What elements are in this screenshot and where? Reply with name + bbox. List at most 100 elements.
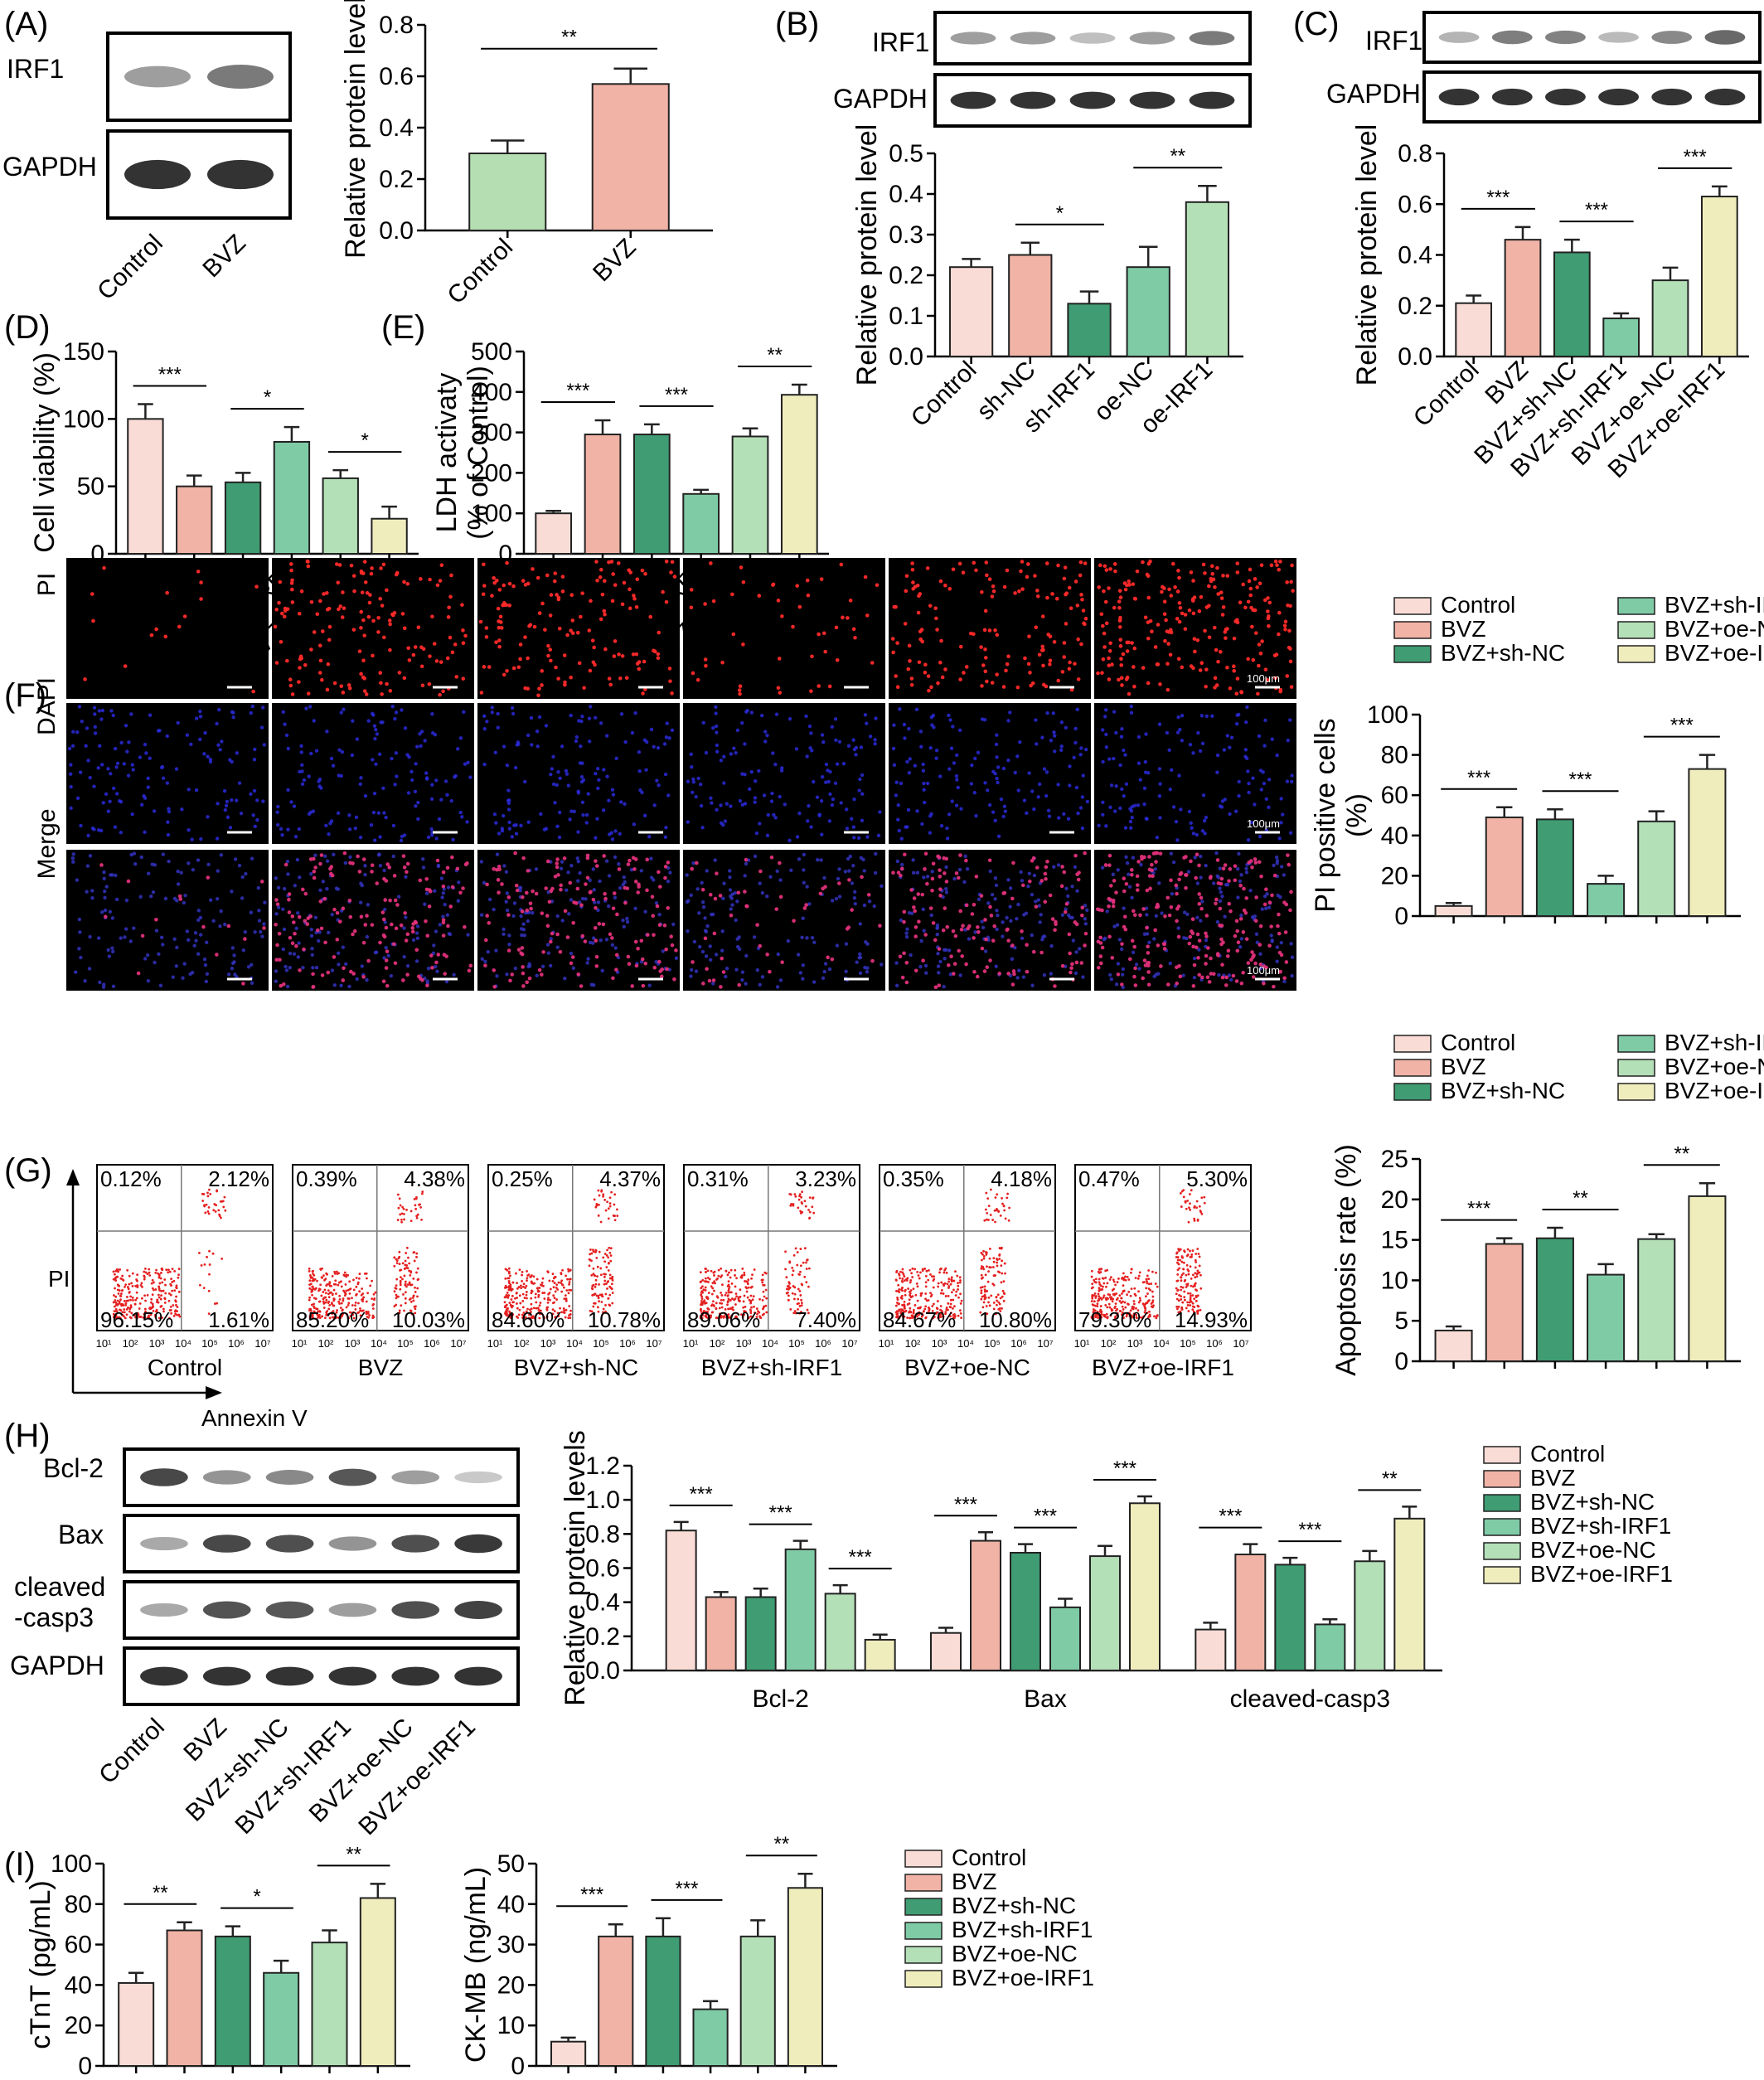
event-dot <box>336 1309 339 1312</box>
nucleus-dot <box>161 943 165 947</box>
nucleus-dot <box>1060 913 1065 917</box>
nucleus-dot <box>1019 870 1023 875</box>
nucleus-dot <box>218 924 222 928</box>
pi-dot <box>1079 642 1083 647</box>
nucleus-dot <box>511 914 516 919</box>
event-dot <box>553 1310 556 1313</box>
nucleus-dot <box>760 975 765 979</box>
pi-dot <box>154 917 158 922</box>
pi-dot <box>1266 609 1270 613</box>
pi-dot <box>380 604 385 608</box>
nucleus-dot <box>194 716 199 720</box>
blot-b-irf1 <box>933 11 1252 65</box>
blot-frame <box>1422 70 1762 124</box>
pi-dot <box>366 958 371 963</box>
event-dot <box>536 1290 540 1293</box>
pi-dot <box>980 589 984 594</box>
event-dot <box>410 1312 414 1316</box>
nucleus-dot <box>519 823 523 827</box>
nucleus-dot <box>1200 829 1205 833</box>
nucleus-dot <box>1258 952 1262 956</box>
micro-tile-dapi <box>683 703 885 844</box>
nucleus-dot <box>1200 741 1205 746</box>
pi-dot <box>1083 622 1087 627</box>
pi-dot <box>1219 924 1224 928</box>
nucleus-dot <box>729 896 734 900</box>
pi-dot <box>744 857 749 862</box>
pi-dot <box>1147 867 1152 872</box>
event-dot <box>203 1204 206 1207</box>
micro-row-pi: PI <box>33 573 61 596</box>
event-dot <box>567 1270 570 1273</box>
bar <box>359 1897 396 2067</box>
pi-dot <box>1205 975 1210 980</box>
nucleus-dot <box>380 720 385 725</box>
event-dot <box>177 1268 181 1271</box>
bar <box>322 477 359 555</box>
nucleus-dot <box>336 811 341 815</box>
nucleus-dot <box>284 968 289 972</box>
pi-dot <box>1146 951 1151 955</box>
nucleus-dot <box>947 812 952 817</box>
nucleus-dot <box>1070 885 1074 889</box>
nucleus-dot <box>948 972 953 977</box>
nucleus-dot <box>580 800 585 805</box>
nucleus-dot <box>911 858 915 862</box>
pi-dot <box>1195 945 1199 950</box>
nucleus-dot <box>1171 805 1176 809</box>
pi-dot <box>830 957 835 962</box>
nucleus-dot <box>482 714 487 718</box>
nucleus-dot <box>182 962 187 966</box>
nucleus-dot <box>85 726 90 730</box>
nucleus-dot <box>458 736 463 740</box>
pi-dot <box>361 857 366 861</box>
nucleus-dot <box>375 732 380 736</box>
nucleus-dot <box>1234 721 1239 726</box>
pi-dot <box>1053 928 1057 933</box>
pi-dot <box>569 593 574 598</box>
event-dot <box>143 1294 146 1297</box>
event-dot <box>594 1282 598 1286</box>
event-dot <box>351 1313 355 1316</box>
pi-dot <box>1175 589 1180 594</box>
nucleus-dot <box>110 873 114 877</box>
nucleus-dot <box>812 779 816 784</box>
pi-dot <box>507 604 512 608</box>
pi-dot <box>534 891 539 896</box>
nucleus-dot <box>991 810 996 814</box>
nucleus-dot <box>1034 718 1038 722</box>
pi-dot <box>341 978 346 982</box>
pi-dot <box>387 618 392 623</box>
pi-dot <box>737 982 741 987</box>
nucleus-dot <box>1275 959 1279 963</box>
pi-dot <box>1056 563 1060 568</box>
nucleus-dot <box>152 809 157 813</box>
nucleus-dot <box>1185 912 1190 917</box>
event-dot <box>143 1278 146 1281</box>
nucleus-dot <box>715 807 719 812</box>
event-dot <box>395 1262 399 1265</box>
event-dot <box>609 1254 613 1257</box>
nucleus-dot <box>216 743 220 747</box>
pi-dot <box>930 876 935 881</box>
nucleus-dot <box>1229 735 1234 739</box>
nucleus-dot <box>276 885 281 890</box>
pi-dot <box>960 954 965 958</box>
nucleus-dot <box>429 797 434 802</box>
event-dot <box>608 1293 612 1297</box>
pi-dot <box>1156 902 1160 907</box>
pi-dot <box>1063 565 1068 570</box>
nucleus-dot <box>735 899 739 904</box>
pi-dot <box>341 590 345 594</box>
pi-dot <box>479 691 484 695</box>
pi-dot <box>1012 972 1016 977</box>
pi-dot <box>1031 949 1036 954</box>
event-dot <box>358 1290 361 1293</box>
event-dot <box>150 1301 153 1304</box>
pi-dot <box>165 590 169 595</box>
nucleus-dot <box>763 739 768 744</box>
pi-dot <box>274 661 279 665</box>
pi-dot <box>1028 671 1032 675</box>
blot-band <box>1438 32 1480 43</box>
y-tick-label: 0.5 <box>889 140 923 167</box>
